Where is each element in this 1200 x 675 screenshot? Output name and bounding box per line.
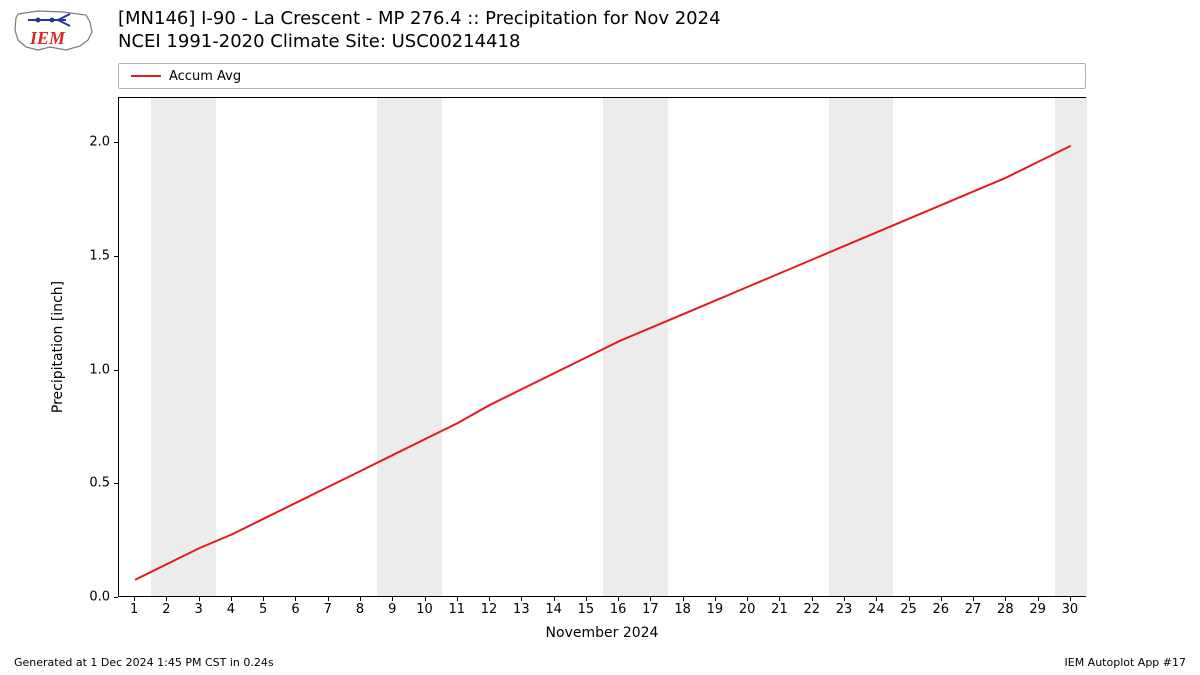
x-tick-label: 27: [965, 602, 982, 617]
x-tick-label: 23: [836, 602, 853, 617]
plot-area: [118, 97, 1086, 597]
x-tick-label: 6: [291, 602, 299, 617]
y-tick-label: 0.5: [89, 476, 110, 491]
x-tick-mark: [231, 597, 232, 601]
y-tick-mark: [114, 256, 118, 257]
x-tick-mark: [1070, 597, 1071, 601]
x-tick-mark: [328, 597, 329, 601]
x-tick-mark: [1038, 597, 1039, 601]
x-tick-mark: [779, 597, 780, 601]
x-tick-label: 19: [707, 602, 724, 617]
x-tick-label: 2: [162, 602, 170, 617]
x-tick-label: 5: [259, 602, 267, 617]
x-tick-label: 22: [803, 602, 820, 617]
x-tick-mark: [650, 597, 651, 601]
x-tick-label: 3: [195, 602, 203, 617]
x-tick-label: 24: [868, 602, 885, 617]
x-tick-label: 17: [642, 602, 659, 617]
y-tick-mark: [114, 597, 118, 598]
x-tick-mark: [360, 597, 361, 601]
x-tick-mark: [844, 597, 845, 601]
x-tick-label: 26: [933, 602, 950, 617]
x-tick-label: 15: [578, 602, 595, 617]
x-tick-mark: [166, 597, 167, 601]
x-tick-label: 30: [1062, 602, 1079, 617]
x-tick-mark: [941, 597, 942, 601]
chart-title: [MN146] I-90 - La Crescent - MP 276.4 ::…: [118, 8, 721, 53]
x-tick-label: 28: [997, 602, 1014, 617]
x-tick-mark: [747, 597, 748, 601]
footer-generated: Generated at 1 Dec 2024 1:45 PM CST in 0…: [14, 656, 274, 669]
x-tick-mark: [1005, 597, 1006, 601]
x-tick-mark: [521, 597, 522, 601]
x-tick-label: 25: [900, 602, 917, 617]
x-tick-mark: [812, 597, 813, 601]
x-tick-mark: [554, 597, 555, 601]
x-tick-mark: [134, 597, 135, 601]
x-tick-label: 12: [481, 602, 498, 617]
x-tick-label: 16: [610, 602, 627, 617]
x-tick-mark: [457, 597, 458, 601]
iem-logo: IEM: [8, 6, 98, 56]
x-tick-mark: [295, 597, 296, 601]
x-tick-label: 11: [449, 602, 466, 617]
svg-text:IEM: IEM: [29, 28, 66, 48]
title-line2: NCEI 1991-2020 Climate Site: USC00214418: [118, 31, 721, 54]
x-tick-mark: [876, 597, 877, 601]
x-tick-mark: [683, 597, 684, 601]
y-tick-label: 0.0: [89, 590, 110, 605]
x-tick-mark: [586, 597, 587, 601]
x-tick-mark: [715, 597, 716, 601]
legend-label: Accum Avg: [169, 69, 241, 84]
y-tick-mark: [114, 483, 118, 484]
x-tick-mark: [909, 597, 910, 601]
x-tick-mark: [489, 597, 490, 601]
x-tick-label: 29: [1029, 602, 1046, 617]
y-tick-mark: [114, 142, 118, 143]
x-tick-label: 9: [388, 602, 396, 617]
x-axis-label: November 2024: [546, 625, 659, 641]
x-tick-mark: [392, 597, 393, 601]
x-tick-label: 14: [545, 602, 562, 617]
x-tick-label: 7: [324, 602, 332, 617]
chart-legend: Accum Avg: [118, 63, 1086, 89]
title-line1: [MN146] I-90 - La Crescent - MP 276.4 ::…: [118, 8, 721, 31]
x-tick-label: 1: [130, 602, 138, 617]
data-line: [135, 146, 1071, 580]
x-tick-mark: [618, 597, 619, 601]
y-tick-label: 1.0: [89, 362, 110, 377]
x-tick-mark: [199, 597, 200, 601]
x-tick-mark: [973, 597, 974, 601]
footer-app: IEM Autoplot App #17: [1065, 656, 1187, 669]
legend-swatch: [131, 75, 161, 77]
x-tick-label: 20: [739, 602, 756, 617]
x-tick-label: 10: [416, 602, 433, 617]
x-tick-label: 4: [227, 602, 235, 617]
y-axis-label: Precipitation [inch]: [50, 281, 66, 413]
x-tick-mark: [263, 597, 264, 601]
x-tick-mark: [425, 597, 426, 601]
y-tick-mark: [114, 370, 118, 371]
x-tick-label: 18: [674, 602, 691, 617]
x-tick-label: 21: [771, 602, 788, 617]
chart-svg: [119, 98, 1085, 596]
y-tick-label: 1.5: [89, 249, 110, 264]
x-tick-label: 8: [356, 602, 364, 617]
y-tick-label: 2.0: [89, 135, 110, 150]
x-tick-label: 13: [513, 602, 530, 617]
